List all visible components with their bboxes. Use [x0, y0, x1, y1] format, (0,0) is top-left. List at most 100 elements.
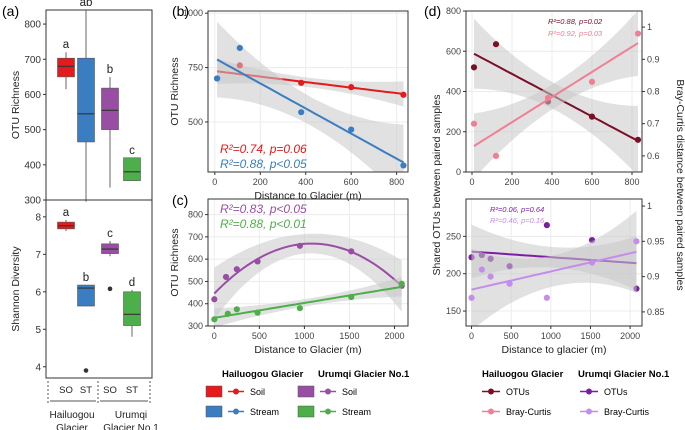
c-ci-band-soil: [214, 233, 402, 320]
c-ylabel: OTU Richness: [169, 228, 181, 296]
panel-b: 0 200 400 600 800 500 750 1000 Distance to Glaci…: [169, 8, 409, 202]
b-xtick-label: 400: [298, 177, 313, 187]
d_bot-xtick-label: 0: [469, 331, 474, 341]
c-ytick-label: 800: [188, 210, 203, 220]
a_top-box: [77, 57, 95, 143]
legend-d: Hailuogou Glacier Urumqi Glacier No.1 OT…: [482, 369, 670, 417]
d_top-ytick-right-label: 0.8: [647, 87, 660, 97]
a_bot-frame: [45, 199, 153, 379]
legend-c-hg-title: Hailuogou Glacier: [222, 369, 304, 380]
a_bot-ytick-label: 5: [35, 325, 41, 336]
legend-c-hg-soil-key: [205, 385, 244, 398]
legend-c-hg-soil: Soil: [250, 387, 265, 397]
c-plot-area: [211, 233, 405, 326]
c-ytick-label: 300: [188, 321, 203, 331]
a_top-box: [101, 87, 119, 130]
d_bot-xtick-label: 1500: [580, 331, 600, 341]
d_top-point-otus: [492, 41, 500, 48]
a_bot-letter: c: [107, 228, 113, 240]
c-xtick-label: 1000: [294, 331, 314, 341]
d_top-ci-band-bray-curtis: [474, 11, 638, 172]
c-point-soil: [254, 258, 261, 265]
c-point-soil: [222, 273, 230, 281]
panel-label-c: (c): [172, 192, 188, 208]
d_top-ytick-label: 800: [446, 6, 461, 16]
b-ylabel: OTU Richness: [169, 57, 181, 125]
d_top-xtick-label: 200: [504, 177, 519, 187]
legend-c-hg-stream: Stream: [250, 407, 279, 417]
d_top-stat-bray-curtis: R²=0.92, p=0.03: [548, 29, 603, 38]
legend-c-ur-stream-key: [297, 405, 336, 418]
c-point-soil: [348, 248, 355, 255]
d_bot-point-bray-curtis: [633, 238, 640, 245]
d_bot-ytick-right-label: 0.9: [647, 272, 660, 282]
c-ytick-label: 600: [188, 254, 203, 264]
c-point-stream: [398, 280, 405, 287]
d_bot-stat-bray-curtis: R²=0.46, p=0.16: [490, 216, 545, 225]
a_top-ytick-label: 400: [24, 160, 41, 171]
legend-c-ur-stream: Stream: [342, 407, 371, 417]
legend-d-ur-otu: OTUs: [604, 387, 628, 397]
d_bot-xtick-label: 1000: [541, 331, 561, 341]
d_top-ytick-label: 0: [456, 167, 461, 177]
d_bot-ytick-label: 250: [446, 231, 461, 241]
panel-label-a: (a): [2, 3, 19, 19]
d_bot-xtick-label: 2000: [620, 331, 640, 341]
d_bot-point-bray-curtis: [478, 266, 485, 273]
a_top-ytick-label: 500: [24, 125, 41, 136]
c-point-stream: [254, 309, 261, 316]
b-stat-soil: R²=0.74, p=0.06: [220, 142, 307, 156]
d_top-ytick-label: 400: [446, 87, 461, 97]
d_top-fit-line-bray-curtis: [473, 42, 639, 147]
d_bot-ytick-label: 200: [446, 269, 461, 279]
d_top-point-otus: [588, 113, 596, 120]
c-ytick-label: 400: [188, 299, 203, 309]
d_bot-ytick-label: 150: [446, 306, 461, 316]
c-point-stream: [211, 316, 218, 323]
legend-c-hg-stream-key: [205, 405, 244, 418]
d_top-xtick-label: 400: [544, 177, 559, 187]
d_bot-point-otus: [543, 222, 550, 229]
d_top-point-bray-curtis: [588, 78, 596, 85]
b-fit-line-stream: [216, 58, 404, 164]
a-site-hailuogou: Hailuogou: [49, 410, 94, 421]
c-xlabel: Distance to Glacier (m): [254, 344, 361, 356]
c-frame: [207, 198, 409, 327]
b-point-soil: [348, 84, 355, 91]
legend-c-ur-soil-key: [297, 385, 336, 398]
a_top-ytick-label: 600: [24, 90, 41, 101]
d_top-ytick-right-label: 0.7: [647, 119, 660, 129]
legend-c-ur-soil: Soil: [342, 387, 357, 397]
a_bot-letter: b: [83, 272, 89, 284]
c-xtick-label: 1500: [339, 331, 359, 341]
b-frame: [207, 10, 409, 173]
d_bot-frame: [465, 198, 643, 327]
a_top-box: [57, 57, 75, 78]
legend-d-ur-title: Urumqi Glacier No.1: [578, 369, 670, 380]
b-plot-area: [213, 21, 407, 172]
c-point-soil: [233, 266, 240, 273]
d_bot-xtick-label: 500: [504, 331, 519, 341]
a_top-letter: ab: [80, 0, 93, 9]
d_top-point-otus: [470, 64, 478, 71]
a_bot-box: [77, 284, 95, 307]
b-ytick-label: 500: [188, 117, 203, 127]
d_bot-xlabel: Distance to glacier (m): [501, 344, 606, 356]
d_bot-ci-band-bray-curtis: [471, 210, 637, 326]
a_bot-ytick-label: 7: [35, 250, 41, 261]
b-ytick-label: 1000: [183, 8, 203, 18]
d_bot-point-bray-curtis: [487, 273, 494, 280]
b-xtick-label: 200: [253, 177, 268, 187]
legend-d-hg-title: Hailuogou Glacier: [482, 369, 564, 380]
a_top-box: [123, 157, 141, 181]
c-xtick-label: 500: [252, 331, 267, 341]
a-site-hailuogou-line2: Glacier: [56, 423, 88, 430]
a_bot-xlabel: SO: [59, 385, 73, 396]
b-xtick-label: 800: [389, 177, 404, 187]
d_top-ytick-label: 200: [446, 127, 461, 137]
c-point-stream: [296, 305, 303, 312]
d_top-point-bray-curtis: [492, 152, 500, 159]
d_bot-ytick-right-label: 1: [647, 201, 652, 211]
c-stat-stream: R²=0.88, p<0.01: [220, 217, 307, 231]
a-site-urumqi-line2: Glacier No.1: [103, 423, 159, 430]
